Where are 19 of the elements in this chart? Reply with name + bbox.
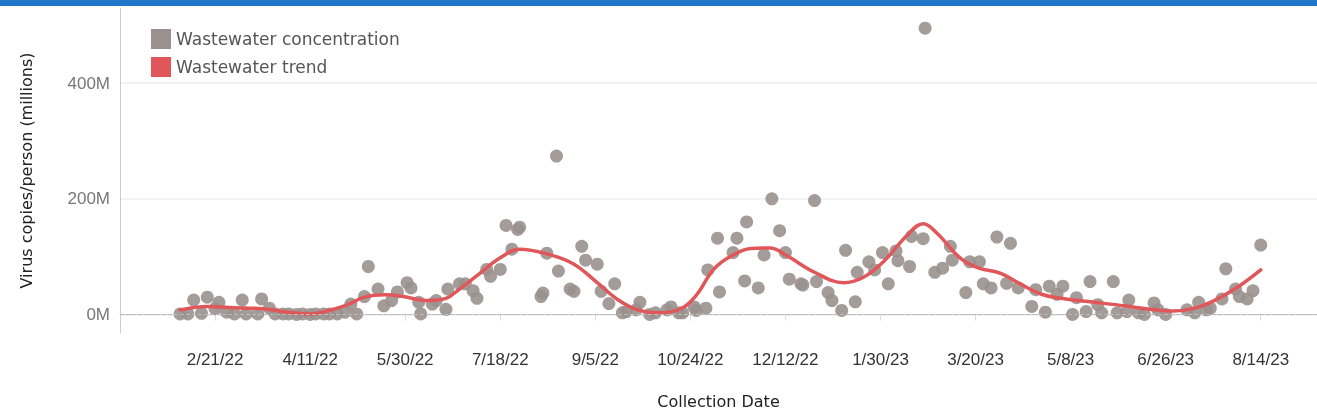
x-tick-label: 5/8/23 <box>1046 350 1095 369</box>
legend-label: Wastewater trend <box>176 57 328 77</box>
x-tick-label: 1/30/23 <box>852 350 909 369</box>
x-tick-label: 5/30/22 <box>376 350 434 369</box>
x-tick-label: 10/24/22 <box>657 350 724 369</box>
y-tick-label: 0M <box>86 304 110 324</box>
y-tick-label: 400M <box>67 73 110 93</box>
x-axis-title: Collection Date <box>657 391 780 411</box>
y-tick-label: 200M <box>67 189 110 209</box>
x-tick-label: 2/21/22 <box>186 350 244 369</box>
x-tick-label: 4/11/22 <box>282 350 338 369</box>
legend-label: Wastewater concentration <box>176 29 400 49</box>
x-tick-label: 12/12/22 <box>752 350 819 369</box>
x-tick-label: 3/20/23 <box>947 350 1004 369</box>
x-tick-label: 8/14/23 <box>1232 350 1290 369</box>
y-axis-title: Virus copies/person (millions) <box>16 52 36 289</box>
x-tick-label: 9/5/22 <box>571 350 619 369</box>
x-tick-label: 7/18/22 <box>471 350 529 369</box>
x-tick-label: 6/26/23 <box>1137 350 1195 369</box>
